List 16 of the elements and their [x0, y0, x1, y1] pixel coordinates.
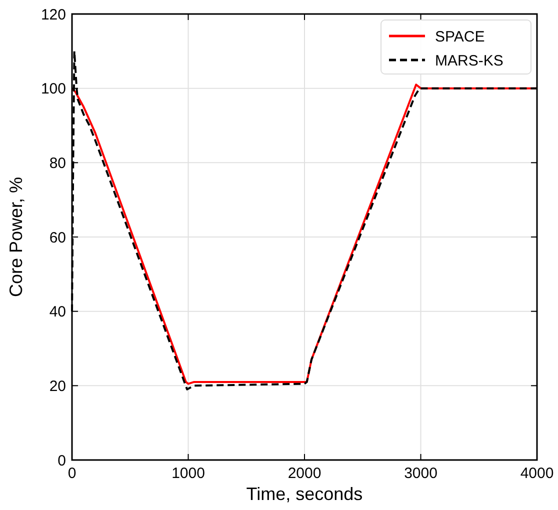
y-tick-label: 20 [49, 378, 66, 395]
y-tick-label: 80 [49, 154, 66, 172]
y-tick-label: 0 [58, 452, 66, 470]
x-tick-label: 2000 [288, 465, 322, 482]
y-tick-label: 120 [40, 6, 66, 24]
legend-label: SPACE [435, 28, 485, 46]
x-tick-label: 1000 [172, 465, 205, 482]
y-tick-label: 100 [40, 80, 66, 98]
x-tick-label: 4000 [520, 465, 554, 482]
y-axis-title: Core Power, % [6, 176, 26, 298]
x-tick-label: 0 [68, 465, 76, 482]
x-axis-title: Time, seconds [246, 484, 363, 504]
x-tick-label: 3000 [404, 465, 438, 482]
y-tick-label: 60 [49, 229, 66, 246]
legend-label: MARS-KS [435, 52, 504, 70]
y-tick-label: 40 [49, 304, 66, 321]
